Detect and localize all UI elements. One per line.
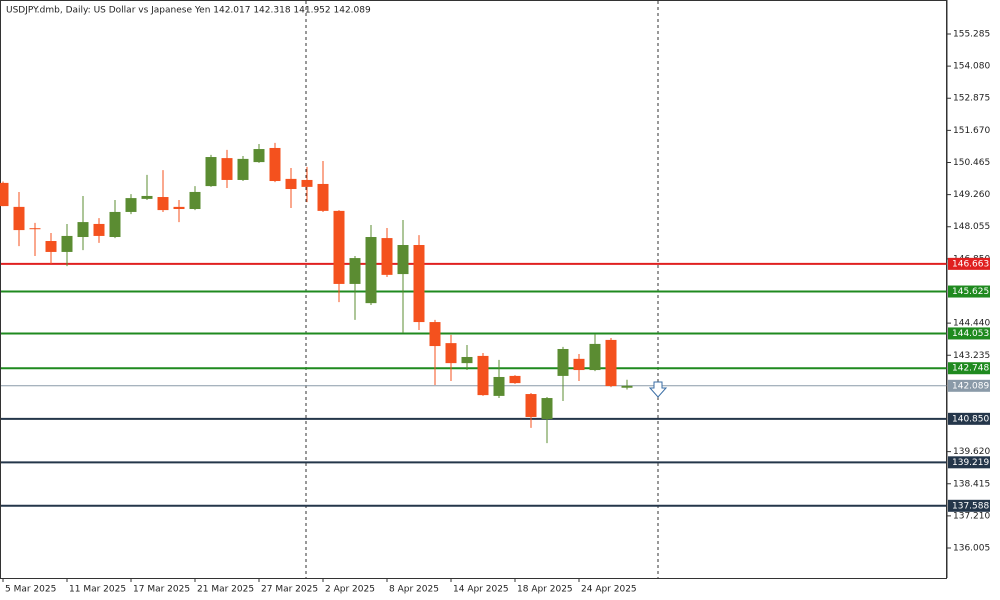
y-tick-label: 137.210 <box>953 511 990 521</box>
candle-body <box>285 178 297 190</box>
x-tick-label: 24 Apr 2025 <box>581 585 637 595</box>
price-level-label: 145.625 <box>952 287 989 297</box>
candle-body <box>173 206 185 210</box>
candle-body <box>13 206 25 231</box>
candle-body <box>45 241 57 252</box>
candle-body <box>461 356 473 364</box>
candle-body <box>477 355 489 396</box>
y-tick-label: 154.080 <box>953 62 990 72</box>
candle-body <box>61 235 73 252</box>
sell-arrow <box>648 381 668 398</box>
candle-body <box>573 358 585 371</box>
candle-body <box>93 223 105 236</box>
x-tick-label: 2 Apr 2025 <box>325 585 375 595</box>
y-tick-label: 149.260 <box>953 190 990 200</box>
candle-body <box>269 147 281 182</box>
candle-body <box>189 191 201 210</box>
candle-body <box>525 394 537 417</box>
plot-frame <box>0 0 947 579</box>
price-level-label: 142.748 <box>952 364 989 374</box>
y-tick-label: 148.055 <box>953 222 990 232</box>
x-tick-label: 8 Apr 2025 <box>389 585 439 595</box>
price-level-tag <box>948 412 990 425</box>
price-level-tag <box>948 362 990 375</box>
candle-body <box>77 222 89 238</box>
y-tick-label: 152.875 <box>953 94 990 104</box>
candle-body <box>605 339 617 387</box>
price-level-tag <box>948 499 990 512</box>
candle-body <box>125 198 137 212</box>
candle-body <box>157 197 169 211</box>
x-tick-label: 14 Apr 2025 <box>453 585 509 595</box>
candle-body <box>317 183 329 211</box>
candle-body <box>141 195 153 199</box>
candle-body <box>0 182 9 207</box>
y-tick-label: 144.440 <box>953 319 990 329</box>
candle-body <box>541 398 553 420</box>
candle-body <box>589 343 601 371</box>
y-tick-label: 136.005 <box>953 544 990 554</box>
candle-body <box>253 149 265 163</box>
candle-body <box>349 258 361 284</box>
price-level-label: 146.663 <box>952 259 989 269</box>
price-level-label: 144.053 <box>952 329 989 339</box>
y-tick-label: 139.620 <box>953 447 990 457</box>
y-tick-label: 151.670 <box>953 126 990 136</box>
price-level-label: 139.219 <box>952 458 989 468</box>
candle-body <box>109 211 121 238</box>
candle-body <box>333 210 345 284</box>
x-tick-label: 17 Mar 2025 <box>133 585 190 595</box>
y-tick-label: 143.235 <box>953 351 990 361</box>
candle-body <box>509 375 521 384</box>
candle-body <box>29 228 41 230</box>
last-price-tag <box>948 379 990 392</box>
price-level-tag <box>948 327 990 340</box>
x-tick-label: 27 Mar 2025 <box>261 585 318 595</box>
price-level-label: 140.850 <box>952 414 989 424</box>
chart-title: USDJPY.dmb, Daily: US Dollar vs Japanese… <box>6 6 371 16</box>
price-level-label: 137.588 <box>952 501 989 511</box>
x-tick-label: 18 Apr 2025 <box>517 585 573 595</box>
candle-body <box>557 348 569 376</box>
price-level-tag <box>948 456 990 469</box>
candle-body <box>429 322 441 347</box>
candle-body <box>237 158 249 180</box>
candle-body <box>397 245 409 275</box>
last-price-label: 142.089 <box>952 381 989 391</box>
candle-body <box>493 376 505 396</box>
candle-body <box>205 157 217 187</box>
x-tick-label: 21 Mar 2025 <box>197 585 254 595</box>
candle-body <box>365 237 377 304</box>
price-level-tag <box>948 257 990 270</box>
y-tick-label: 150.465 <box>953 158 990 168</box>
y-tick-label: 138.415 <box>953 479 990 489</box>
x-tick-label: 11 Mar 2025 <box>69 585 126 595</box>
y-tick-label: 155.285 <box>953 29 990 39</box>
candle-body <box>621 385 633 388</box>
x-tick-label: 5 Mar 2025 <box>5 585 56 595</box>
candle-body <box>301 179 313 187</box>
price-level-tag <box>948 285 990 298</box>
candle-body <box>445 343 457 364</box>
candle-body <box>413 245 425 323</box>
candle-body <box>221 158 233 180</box>
candle-body <box>381 238 393 275</box>
